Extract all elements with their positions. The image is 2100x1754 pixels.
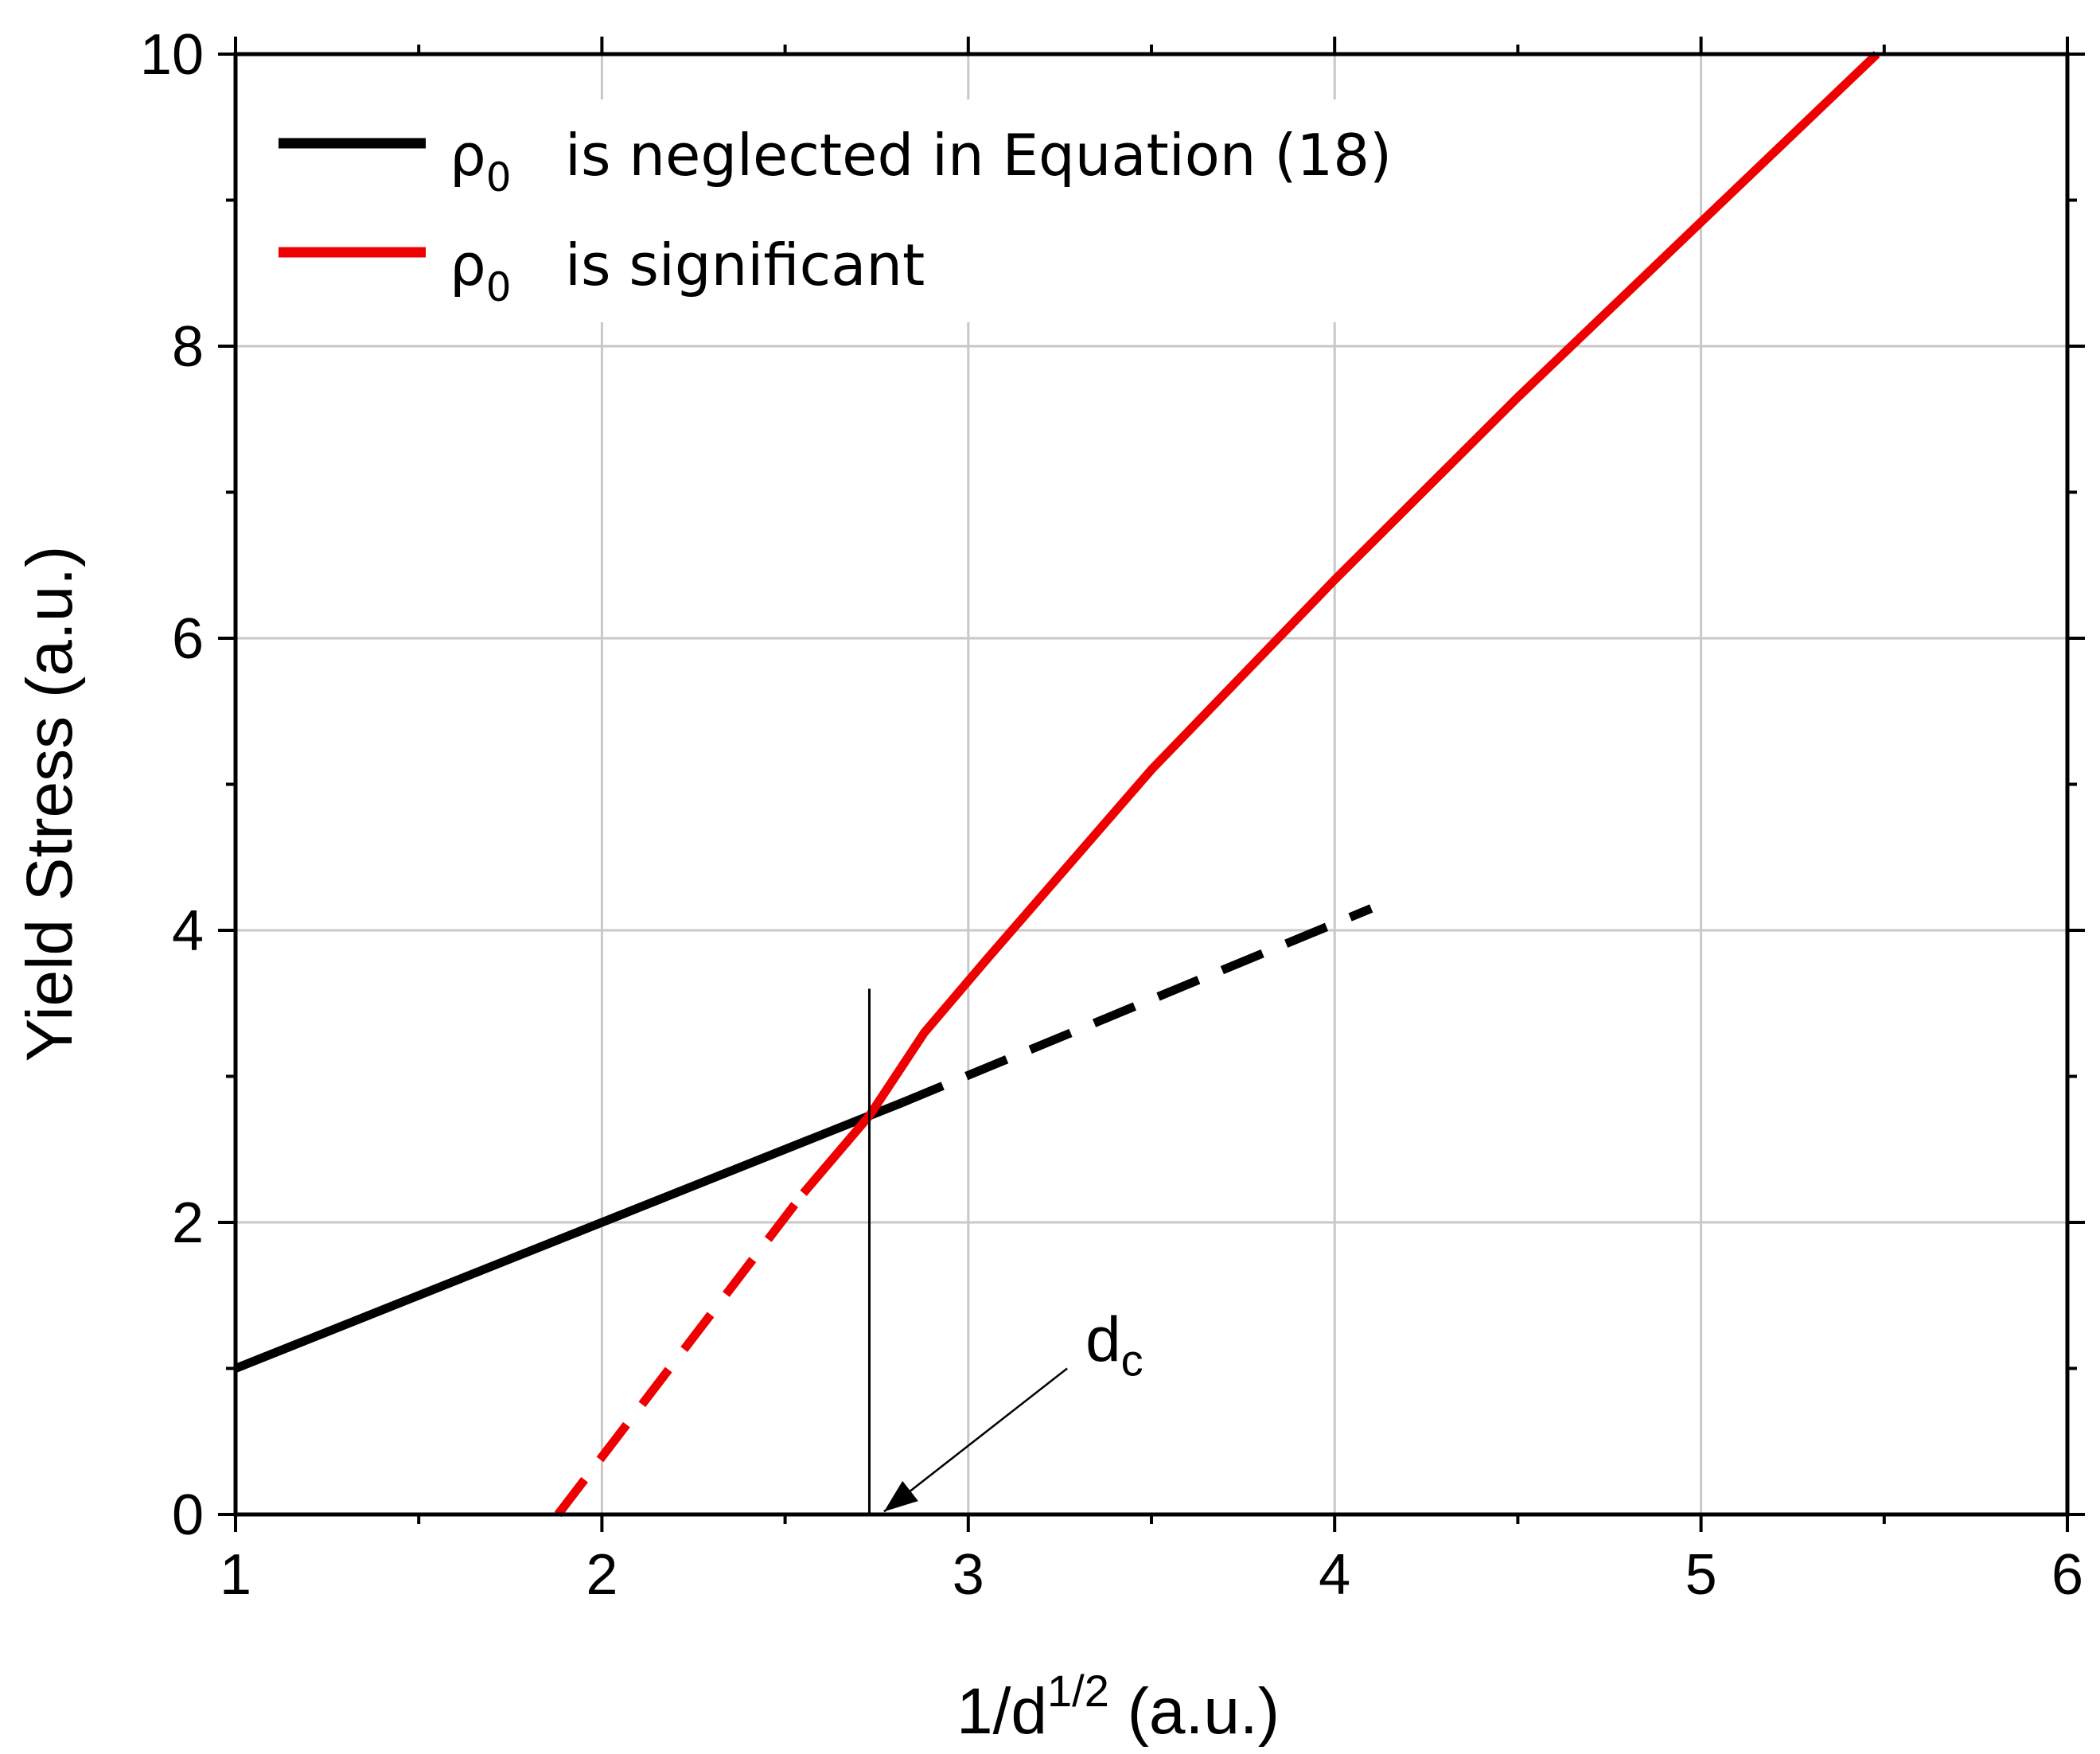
- legend-background: [267, 99, 1476, 322]
- x-tick-label: 1: [220, 1543, 251, 1607]
- x-axis-label-base: 1/d: [956, 1675, 1047, 1748]
- dc-arrow-shaft: [883, 1367, 1068, 1513]
- x-axis-label: 1/d1/2 (a.u.): [956, 1666, 1280, 1748]
- axis-ticks: 1 2 3 4 5 6 0 2 4 6 8 10: [140, 23, 2085, 1607]
- series-line-dashed: [900, 904, 1373, 1107]
- x-tick-label: 5: [1685, 1543, 1717, 1607]
- legend-rho-symbol: ρ: [450, 122, 486, 189]
- y-tick-label: 8: [172, 315, 204, 379]
- dc-arrow-head: [883, 1480, 918, 1512]
- x-tick-label: 3: [953, 1543, 984, 1607]
- legend: ρ0 is neglected in Equation (18) ρ0 is sig…: [267, 99, 1476, 322]
- x-tick-label: 2: [586, 1543, 618, 1607]
- y-tick-label: 10: [140, 23, 204, 87]
- series-lines: [233, 51, 1880, 1518]
- dc-label-sub: c: [1121, 1335, 1144, 1385]
- dc-annotation: dc: [867, 988, 1144, 1514]
- y-axis-label: Yield Stress (a.u.): [14, 546, 86, 1062]
- y-tick-label: 0: [172, 1483, 204, 1547]
- legend-rho-symbol: ρ: [450, 232, 486, 298]
- x-tick-label: 6: [2051, 1543, 2083, 1607]
- legend-rho-subscript: 0: [486, 264, 512, 310]
- legend-entry-text: is neglected in Equation (18): [565, 122, 1392, 189]
- legend-rho-subscript: 0: [486, 154, 512, 201]
- series-line-solid: [233, 1098, 904, 1373]
- x-tick-label: 4: [1319, 1543, 1350, 1607]
- series-line-dashed: [554, 1190, 807, 1518]
- legend-entry-text: is significant: [565, 232, 925, 298]
- dc-label-base: d: [1085, 1304, 1121, 1374]
- y-tick-label: 2: [172, 1191, 204, 1255]
- x-axis-label-sup: 1/2: [1047, 1666, 1109, 1716]
- legend-entry-significant: ρ0 is significant: [450, 232, 925, 310]
- y-tick-label: 4: [172, 899, 204, 963]
- legend-entry-neglected: ρ0 is neglected in Equation (18): [450, 122, 1392, 201]
- series-line-solid: [800, 51, 1880, 1196]
- dc-label: dc: [1085, 1304, 1144, 1385]
- y-tick-label: 6: [172, 607, 204, 671]
- x-axis-label-rest: (a.u.): [1109, 1675, 1280, 1748]
